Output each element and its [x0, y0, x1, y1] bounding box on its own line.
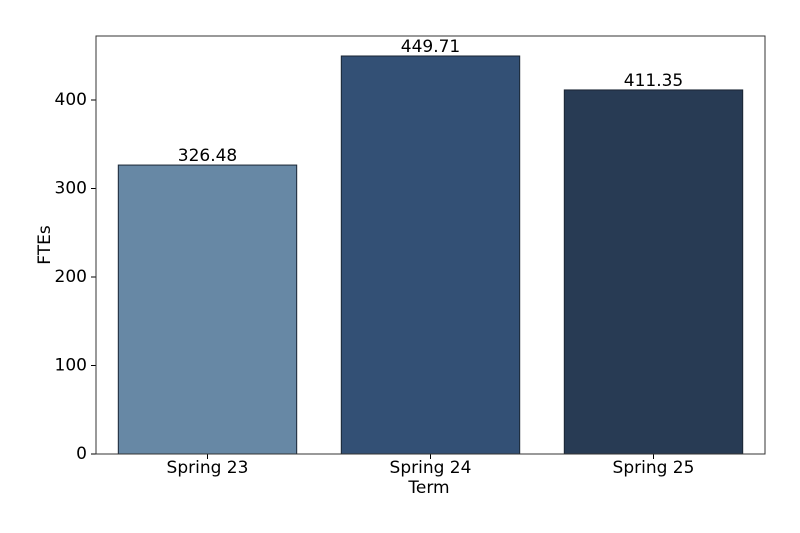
value-label: 326.48 [178, 146, 237, 166]
bar [563, 89, 744, 455]
y-axis-label: FTEs [35, 225, 55, 265]
x-axis-label: Term [407, 478, 449, 498]
y-tick-label: 400 [55, 90, 87, 110]
value-label: 411.35 [624, 71, 683, 91]
y-tick-label: 300 [55, 178, 87, 198]
y-tick-label: 200 [55, 267, 87, 287]
bar [340, 55, 521, 455]
y-tick-label: 0 [76, 444, 87, 464]
x-tick-label: Spring 25 [613, 458, 695, 478]
x-tick-label: Spring 23 [167, 458, 249, 478]
y-tick-label: 100 [55, 355, 87, 375]
plot-frame [95, 35, 766, 455]
value-label: 449.71 [401, 37, 460, 57]
bar [117, 164, 298, 455]
x-tick-label: Spring 24 [390, 458, 472, 478]
